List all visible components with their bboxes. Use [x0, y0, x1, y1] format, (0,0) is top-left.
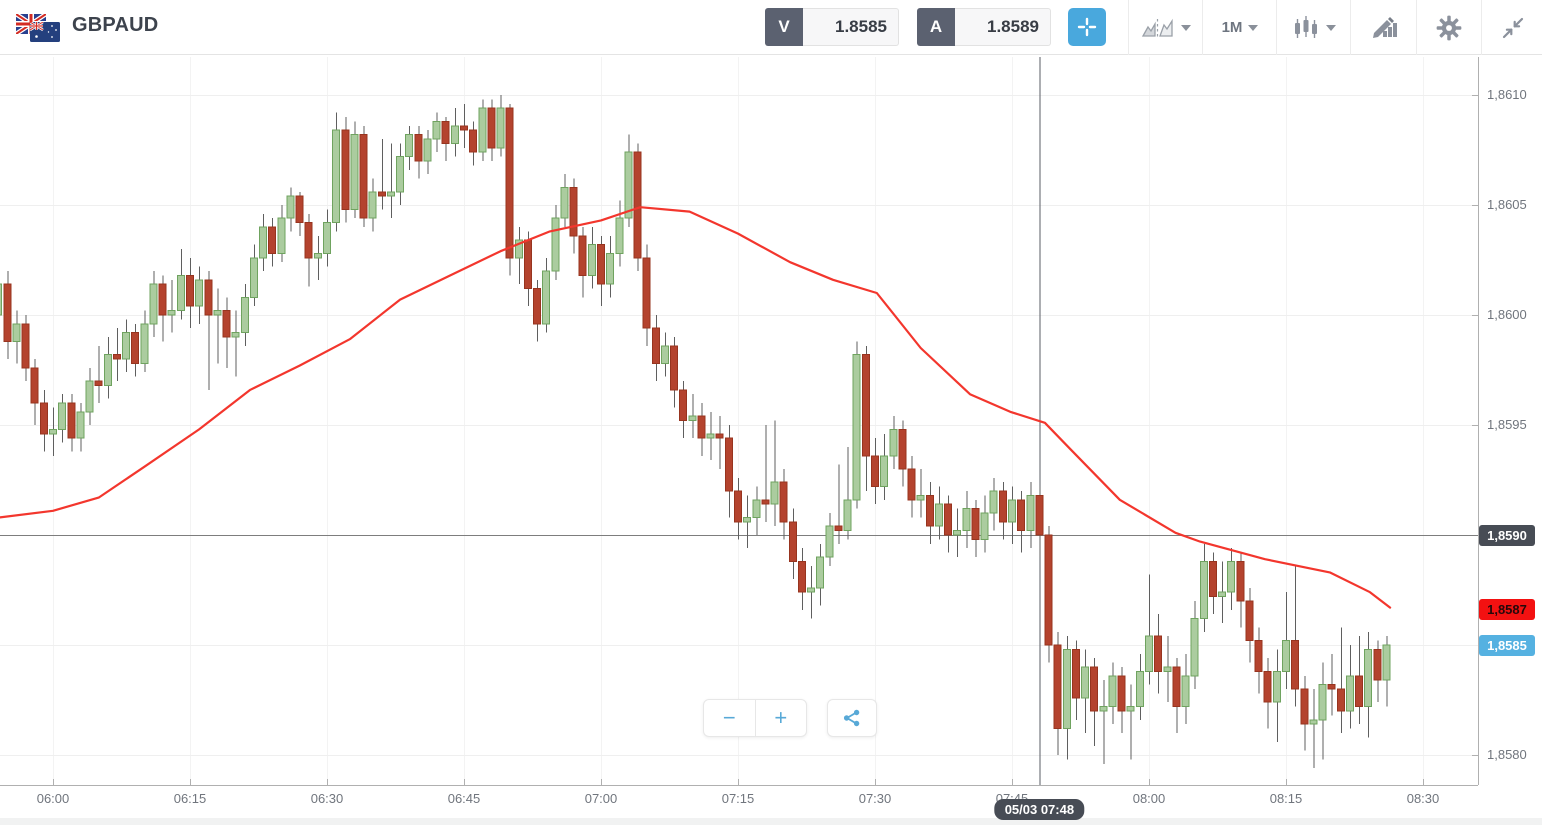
candlestick-icon: [1295, 15, 1317, 38]
price-tick-label: 1,8595: [1487, 417, 1527, 432]
crosshair-tool-button[interactable]: [1068, 8, 1106, 46]
share-button[interactable]: [827, 699, 877, 737]
header-separator: [1350, 0, 1351, 55]
collapse-arrows-icon: [1502, 17, 1523, 38]
chart-scroll-strip[interactable]: [0, 818, 1542, 825]
price-tick-label: 1,8580: [1487, 747, 1527, 762]
time-axis[interactable]: 06:0006:1506:3006:4507:0007:1507:3007:45…: [0, 788, 1478, 814]
time-tick-label: 06:30: [310, 791, 344, 806]
price-tick-label: 1,8610: [1487, 87, 1527, 102]
australia-flag-icon: [30, 22, 60, 42]
price-tick-label: 1,8605: [1487, 197, 1527, 212]
time-tick-label: 06:45: [447, 791, 481, 806]
interval-dropdown[interactable]: 1M: [1204, 0, 1276, 55]
time-tick-label: 08:30: [1406, 791, 1440, 806]
candles: [0, 95, 1391, 769]
interval-label: 1M: [1221, 19, 1243, 36]
chart-type-icon: [1141, 18, 1173, 37]
header-bar: GBPAUD V 1.8585 A 1.8589: [0, 0, 1542, 55]
zoom-divider: [754, 700, 756, 736]
chevron-down-icon: [1181, 24, 1191, 31]
crosshair-time-badge: 05/03 07:48: [994, 799, 1085, 820]
zoom-in-button[interactable]: +: [774, 705, 788, 730]
crosshair-icon: [1077, 17, 1097, 37]
time-tick-label: 06:15: [173, 791, 207, 806]
drawing-tools-button[interactable]: [1352, 0, 1416, 55]
share-icon: [843, 709, 860, 727]
time-tick-label: 07:15: [721, 791, 755, 806]
price-line-badge: 1,8590: [1479, 524, 1535, 546]
time-tick-label: 07:30: [858, 791, 892, 806]
zoom-out-button[interactable]: −: [722, 705, 736, 730]
sell-price-value: 1.8585: [803, 8, 899, 46]
time-tick-label: 08:15: [1269, 791, 1303, 806]
price-axis[interactable]: 1,8610 1,8605 1,8600 1,8595 1,8580 1,8590 1,85…: [1478, 57, 1542, 785]
time-tick-label: 07:00: [584, 791, 618, 806]
sell-badge: V: [765, 8, 803, 46]
sell-quote-widget[interactable]: V 1.8585: [765, 8, 899, 46]
moving-average-line: [0, 206, 1392, 609]
last-price-badge: 1,8585: [1479, 634, 1535, 656]
header-separator: [1202, 0, 1203, 55]
symbol-title: GBPAUD: [72, 14, 159, 36]
candle-style-dropdown[interactable]: [1278, 0, 1350, 55]
chevron-down-icon: [1248, 24, 1259, 31]
time-tick-label: 06:00: [36, 791, 70, 806]
header-separator: [1276, 0, 1277, 55]
settings-button[interactable]: [1418, 0, 1479, 55]
header-separator: [1128, 0, 1129, 55]
collapse-chart-button[interactable]: [1483, 0, 1542, 55]
header-separator: [1416, 0, 1417, 55]
time-tick-label: 08:00: [1132, 791, 1166, 806]
buy-price-value: 1.8589: [955, 8, 1051, 46]
price-tick-label: 1,8600: [1487, 307, 1527, 322]
gear-icon: [1436, 15, 1461, 40]
instrument-flags: [16, 12, 64, 44]
chart-type-dropdown[interactable]: [1130, 0, 1202, 55]
buy-quote-widget[interactable]: A 1.8589: [917, 8, 1051, 46]
ma-value-badge: 1,8587: [1479, 599, 1535, 621]
draw-tools-icon: [1373, 16, 1397, 38]
zoom-controls: − +: [703, 699, 807, 737]
header-separator: [1481, 0, 1482, 55]
chart-plot[interactable]: [0, 57, 1542, 825]
chevron-down-icon: [1326, 24, 1336, 31]
buy-badge: A: [917, 8, 955, 46]
